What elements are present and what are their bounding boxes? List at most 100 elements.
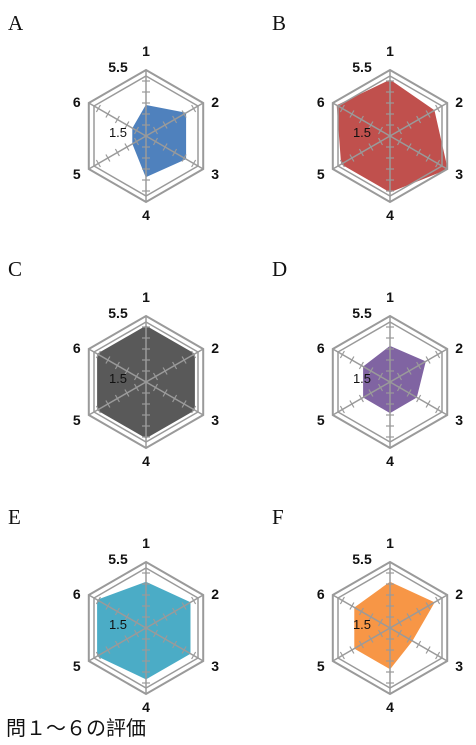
radar-panel-d: D 1 2 3 4 5 6 5.5 1.5: [272, 257, 463, 469]
axis-tick: [416, 361, 422, 370]
radar-panel-b: B 1 2 3 4 5 6 5.5 1.5: [272, 11, 463, 223]
axis-label-1: 1: [142, 535, 150, 551]
axis-tick: [191, 405, 197, 414]
axis-tick: [425, 400, 431, 408]
axis-tick: [406, 635, 412, 643]
axis-label-2: 2: [455, 94, 463, 110]
axis-label-4: 4: [386, 453, 394, 469]
tick-label-min: 1.5: [353, 617, 371, 632]
axis-tick: [191, 596, 197, 605]
axis-tick: [349, 646, 355, 654]
axis-tick: [396, 383, 403, 392]
axis-tick: [124, 635, 130, 643]
radar-panel-c: C 1 2 3 4 5 6 5.5 1.5: [8, 257, 219, 469]
axis-label-3: 3: [211, 412, 219, 428]
axis-tick: [172, 361, 178, 370]
axis-tick: [95, 405, 101, 414]
axis-tick: [349, 154, 355, 162]
axis-tick: [95, 350, 101, 359]
axis-tick: [396, 137, 403, 146]
axis-tick: [425, 154, 431, 162]
axis-label-3: 3: [455, 166, 463, 182]
axis-tick: [152, 126, 159, 135]
axis-tick: [435, 350, 441, 359]
axis-tick: [124, 143, 130, 151]
axis-tick: [105, 602, 111, 610]
axis-tick: [181, 154, 187, 162]
axis-tick: [358, 361, 364, 370]
axis-tick: [349, 356, 355, 364]
axis-label-1: 1: [142, 43, 150, 59]
axis-tick: [339, 350, 345, 359]
axis-label-4: 4: [142, 699, 150, 715]
axis-label-5: 5: [73, 658, 81, 674]
axis-tick: [105, 356, 111, 364]
axis-tick: [105, 646, 111, 654]
axis-tick: [114, 148, 120, 157]
axis-tick: [435, 651, 441, 660]
axis-tick: [339, 651, 345, 660]
axis-label-2: 2: [455, 340, 463, 356]
axis-tick: [396, 629, 403, 638]
tick-label-min: 1.5: [353, 371, 371, 386]
axis-tick: [124, 389, 130, 397]
axis-label-5: 5: [73, 166, 81, 182]
axis-tick: [339, 405, 345, 414]
axis-tick: [95, 104, 101, 113]
axis-tick: [435, 159, 441, 168]
axis-tick: [396, 372, 403, 381]
tick-label-min: 1.5: [353, 125, 371, 140]
axis-tick: [191, 651, 197, 660]
axis-tick: [105, 400, 111, 408]
axis-tick: [339, 104, 345, 113]
axis-tick: [377, 383, 384, 392]
tick-label-min: 1.5: [109, 371, 127, 386]
tick-label-max: 5.5: [108, 59, 128, 75]
axis-tick: [358, 640, 364, 649]
axis-tick: [95, 596, 101, 605]
axis-tick: [172, 394, 178, 403]
axis-tick: [162, 121, 168, 129]
axis-tick: [95, 651, 101, 660]
axis-tick: [406, 367, 412, 375]
axis-label-2: 2: [211, 94, 219, 110]
axis-tick: [114, 361, 120, 370]
axis-tick: [425, 646, 431, 654]
panel-letter-c: C: [8, 257, 22, 281]
tick-label-max: 5.5: [108, 551, 128, 567]
axis-tick: [396, 618, 403, 627]
axis-label-2: 2: [211, 340, 219, 356]
panel-letter-d: D: [272, 257, 287, 281]
axis-tick: [406, 143, 412, 151]
axis-tick: [416, 148, 422, 157]
axis-tick: [152, 618, 159, 627]
axis-label-6: 6: [73, 586, 81, 602]
axis-tick: [396, 126, 403, 135]
axis-tick: [162, 389, 168, 397]
radar-panel-e: E 1 2 3 4 5 6 5.5 1.5: [8, 505, 219, 715]
axis-tick: [181, 110, 187, 118]
axis-tick: [133, 383, 140, 392]
panel-letter-e: E: [8, 505, 21, 529]
axis-tick: [105, 110, 111, 118]
axis-tick: [368, 389, 374, 397]
axis-tick: [339, 159, 345, 168]
panel-letter-b: B: [272, 11, 286, 35]
axis-tick: [368, 635, 374, 643]
axis-label-1: 1: [386, 289, 394, 305]
axis-tick: [416, 640, 422, 649]
axis-tick: [172, 607, 178, 616]
axis-tick: [368, 143, 374, 151]
axis-tick: [191, 104, 197, 113]
axis-tick: [425, 110, 431, 118]
axis-label-5: 5: [317, 166, 325, 182]
axis-tick: [406, 389, 412, 397]
axis-label-1: 1: [386, 43, 394, 59]
axis-tick: [435, 405, 441, 414]
axis-tick: [377, 126, 384, 135]
axis-tick: [181, 356, 187, 364]
axis-tick: [377, 618, 384, 627]
axis-tick: [358, 394, 364, 403]
axis-tick: [172, 640, 178, 649]
axis-tick: [124, 613, 130, 621]
